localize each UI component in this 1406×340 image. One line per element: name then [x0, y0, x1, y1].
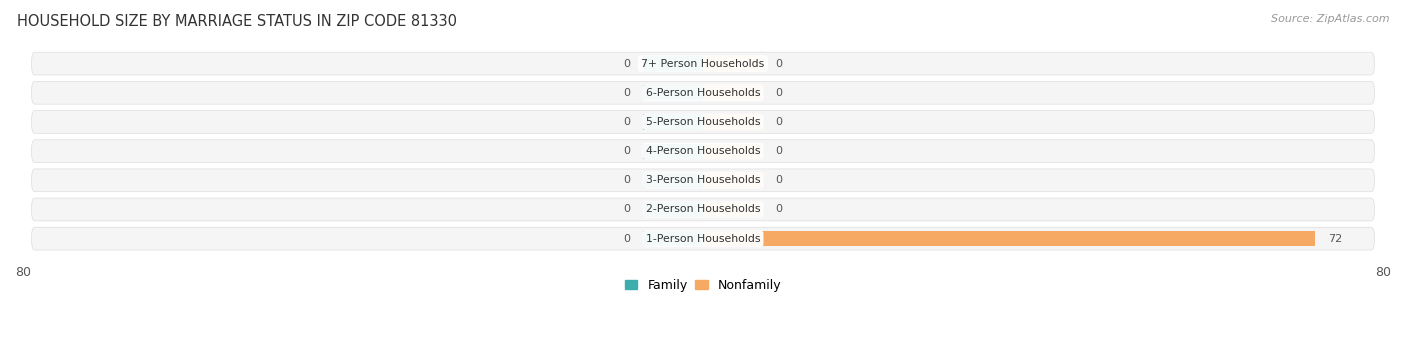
FancyBboxPatch shape — [31, 140, 1375, 163]
Bar — [703, 56, 762, 71]
Bar — [644, 231, 703, 246]
Text: 5-Person Households: 5-Person Households — [645, 117, 761, 127]
Text: 4-Person Households: 4-Person Households — [645, 146, 761, 156]
Bar — [703, 143, 762, 159]
Bar — [644, 173, 703, 188]
FancyBboxPatch shape — [31, 52, 1375, 75]
Bar — [644, 114, 703, 130]
Bar — [703, 231, 1315, 246]
FancyBboxPatch shape — [31, 110, 1375, 133]
Text: 0: 0 — [624, 204, 631, 215]
Bar — [703, 202, 762, 217]
FancyBboxPatch shape — [31, 227, 1375, 250]
Text: 0: 0 — [775, 88, 782, 98]
Text: Source: ZipAtlas.com: Source: ZipAtlas.com — [1271, 14, 1389, 23]
Legend: Family, Nonfamily: Family, Nonfamily — [624, 279, 782, 292]
Text: 72: 72 — [1327, 234, 1341, 244]
Text: 0: 0 — [775, 117, 782, 127]
Text: 0: 0 — [775, 204, 782, 215]
Bar — [644, 85, 703, 100]
FancyBboxPatch shape — [31, 198, 1375, 221]
Text: 0: 0 — [624, 175, 631, 185]
Text: 80: 80 — [1375, 266, 1391, 279]
Text: 0: 0 — [624, 88, 631, 98]
Text: 0: 0 — [624, 58, 631, 69]
Text: 0: 0 — [775, 146, 782, 156]
Text: 6-Person Households: 6-Person Households — [645, 88, 761, 98]
Text: 7+ Person Households: 7+ Person Households — [641, 58, 765, 69]
Text: 0: 0 — [624, 234, 631, 244]
Text: 0: 0 — [624, 146, 631, 156]
FancyBboxPatch shape — [31, 81, 1375, 104]
Bar — [644, 143, 703, 159]
Bar — [703, 114, 762, 130]
Text: 0: 0 — [775, 58, 782, 69]
Text: 1-Person Households: 1-Person Households — [645, 234, 761, 244]
Text: 0: 0 — [775, 175, 782, 185]
Text: 2-Person Households: 2-Person Households — [645, 204, 761, 215]
Bar — [644, 56, 703, 71]
Bar — [644, 202, 703, 217]
Bar — [703, 85, 762, 100]
Text: 80: 80 — [15, 266, 31, 279]
Text: HOUSEHOLD SIZE BY MARRIAGE STATUS IN ZIP CODE 81330: HOUSEHOLD SIZE BY MARRIAGE STATUS IN ZIP… — [17, 14, 457, 29]
Text: 0: 0 — [624, 117, 631, 127]
Text: 3-Person Households: 3-Person Households — [645, 175, 761, 185]
FancyBboxPatch shape — [31, 169, 1375, 192]
Bar — [703, 173, 762, 188]
